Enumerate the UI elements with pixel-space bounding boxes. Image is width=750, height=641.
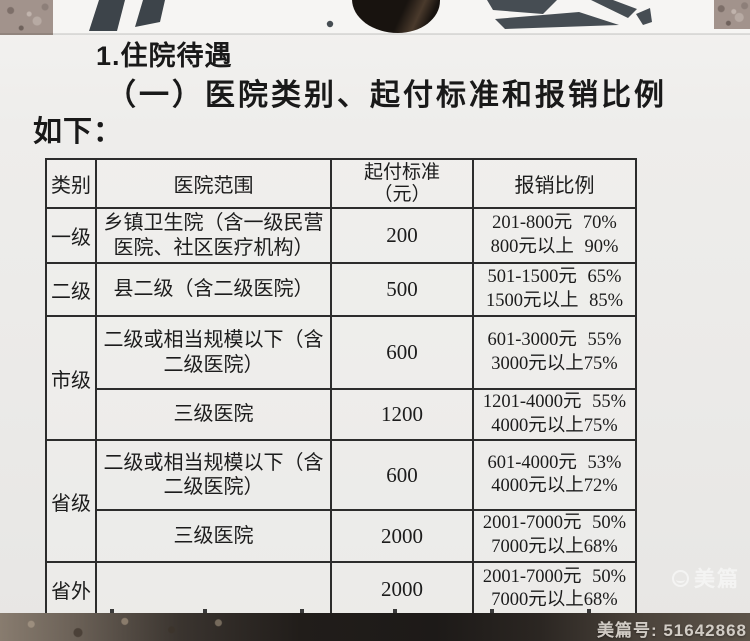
scope-cell xyxy=(95,560,332,618)
deductible-cell: 2000 xyxy=(330,509,474,563)
scope-cell: 三级医院 xyxy=(95,387,332,442)
scope-cell: 三级医院 xyxy=(95,509,332,563)
meipian-logo-icon xyxy=(672,569,689,587)
header-category: 类别 xyxy=(45,158,97,209)
banner-character-fragment-right xyxy=(487,0,652,29)
ratio-line2: 800元以上 90% xyxy=(490,236,619,257)
paper-top-shadow xyxy=(0,33,750,35)
header-scope: 医院范围 xyxy=(95,158,332,209)
table-header-row: 类别 医院范围 起付标准 （元） 报销比例 xyxy=(45,158,637,209)
table-row: 二级 县二级（含二级医院） 500 501-1500元 65% 1500元以上 … xyxy=(45,262,637,317)
scope-cell: 二级或相当规模以下（含二级医院） xyxy=(95,439,332,512)
ratio-line1: 201-800元 70% xyxy=(492,212,617,233)
ratio-line1: 601-3000元 55% xyxy=(487,329,622,350)
ratio-line2: 4000元以上72% xyxy=(491,476,618,497)
bottom-photo-strip xyxy=(0,613,750,641)
deductible-cell: 2000 xyxy=(330,560,474,618)
stone-ground xyxy=(0,613,260,641)
ratio-line2: 4000元以上75% xyxy=(491,415,618,436)
table-row: 一级 乡镇卫生院（含一级民营医院、社区医疗机构） 200 201-800元 70… xyxy=(45,207,637,264)
subsection-title-continued: 如下： xyxy=(33,116,124,148)
hospital-benefits-table: 类别 医院范围 起付标准 （元） 报销比例 一级 乡镇卫生院（含一级民营医院、社… xyxy=(45,158,637,618)
table-row: 市级 二级或相当规模以下（含二级医院） 600 601-3000元 55% 30… xyxy=(45,314,637,442)
deductible-cell: 1200 xyxy=(330,387,474,442)
header-ratio: 报销比例 xyxy=(472,158,637,209)
category-provincial: 省级 xyxy=(45,439,97,563)
meipian-logo: 美篇 xyxy=(672,563,740,593)
deductible-cell: 500 xyxy=(330,262,474,317)
ratio-cell: 501-1500元 65% 1500元以上 85% xyxy=(472,262,637,317)
ratio-cell: 2001-7000元 50% 7000元以上68% xyxy=(472,509,637,563)
ratio-line1: 2001-7000元 50% xyxy=(482,566,627,587)
subsection-title: （一）医院类别、起付标准和报销比例 xyxy=(106,79,667,112)
banner-dot-fragment xyxy=(326,20,334,28)
category-municipal: 市级 xyxy=(45,314,97,442)
header-deductible-line1: 起付标准 xyxy=(363,161,440,183)
deductible-cell: 600 xyxy=(330,439,474,512)
scope-cell: 二级或相当规模以下（含二级医院） xyxy=(95,315,332,390)
header-deductible-line2: （元） xyxy=(373,183,431,205)
table-row: 三级医院 2000 2001-7000元 50% 7000元以上68% xyxy=(46,509,637,563)
category-level2: 二级 xyxy=(45,262,97,317)
meipian-logo-text: 美篇 xyxy=(694,568,740,591)
ratio-line1: 601-4000元 53% xyxy=(487,452,622,473)
banner-character-fragment-left xyxy=(89,0,165,31)
cropped-row-tick-marks xyxy=(110,609,610,615)
category-level1: 一级 xyxy=(45,207,97,264)
table-row: 省外 2000 2001-7000元 50% 7000元以上68% xyxy=(45,560,637,618)
meipian-id-watermark: 美篇号: 51642868 xyxy=(596,621,747,640)
ratio-line1: 2001-7000元 50% xyxy=(482,513,627,534)
ratio-cell: 2001-7000元 50% 7000元以上68% xyxy=(472,560,637,618)
ratio-cell: 601-3000元 55% 3000元以上75% xyxy=(472,315,637,390)
ratio-line2: 7000元以上68% xyxy=(491,537,618,558)
ratio-cell: 601-4000元 53% 4000元以上72% xyxy=(472,439,637,512)
section-title: 1.住院待遇 xyxy=(96,41,233,71)
ratio-line1: 501-1500元 65% xyxy=(487,266,622,287)
scope-cell: 县二级（含二级医院） xyxy=(95,262,332,317)
ratio-line1: 1201-4000元 55% xyxy=(482,392,627,412)
stone-pillar-left xyxy=(0,0,53,35)
table-row: 省级 二级或相当规模以下（含二级医院） 600 601-4000元 53% 40… xyxy=(45,439,637,563)
stone-pillar-right xyxy=(714,0,750,29)
table-row: 三级医院 1200 1201-4000元 55% 4000元以上75% xyxy=(46,387,637,442)
scope-cell: 乡镇卫生院（含一级民营医院、社区医疗机构） xyxy=(95,207,332,264)
ratio-cell: 1201-4000元 55% 4000元以上75% xyxy=(472,387,637,442)
deductible-cell: 600 xyxy=(330,315,474,390)
ratio-line2: 7000元以上68% xyxy=(491,590,618,611)
deductible-cell: 200 xyxy=(330,207,474,264)
category-out-of-province: 省外 xyxy=(45,560,97,618)
header-deductible: 起付标准 （元） xyxy=(330,158,474,209)
ratio-line2: 3000元以上75% xyxy=(491,353,618,374)
ratio-cell: 201-800元 70% 800元以上 90% xyxy=(472,207,637,264)
ratio-line2: 1500元以上 85% xyxy=(485,290,624,311)
